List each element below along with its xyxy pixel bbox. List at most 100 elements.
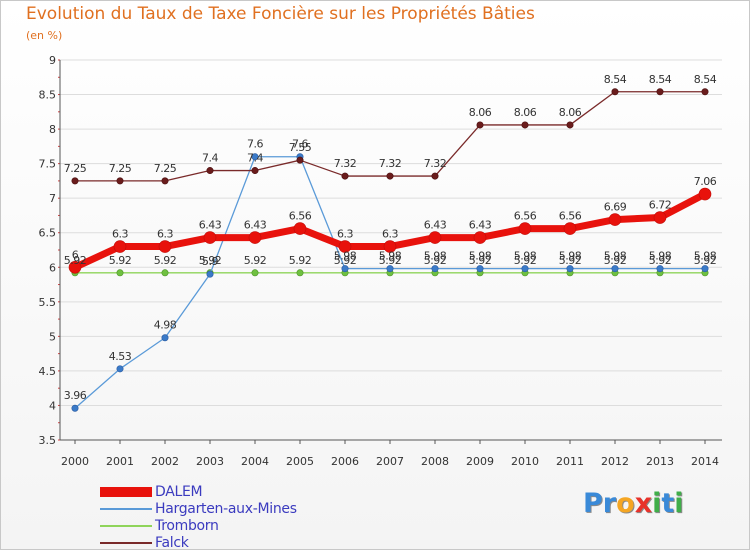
data-label-tromborn: 5.92	[154, 254, 177, 267]
data-point-dalem	[563, 222, 577, 235]
y-tick-label: 9	[49, 54, 56, 67]
data-point-falck	[116, 177, 124, 185]
data-label-falck: 8.06	[559, 106, 582, 119]
data-label-dalem: 6.43	[199, 219, 222, 232]
y-tick-label: 7	[49, 192, 56, 205]
data-label-dalem: 6.43	[469, 219, 492, 232]
data-label-falck: 7.32	[334, 157, 357, 170]
data-point-falck	[296, 156, 304, 164]
data-point-falck	[341, 172, 349, 180]
legend-swatch	[100, 525, 152, 527]
chart-title: Evolution du Taux de Taxe Foncière sur l…	[26, 4, 535, 24]
data-label-hargarten-aux-mines: 5.98	[604, 250, 627, 263]
logo-letter: r	[602, 488, 617, 519]
data-label-dalem: 6.43	[244, 219, 267, 232]
data-label-falck: 7.4	[247, 152, 263, 165]
y-tick-label: 7.5	[39, 158, 57, 171]
x-tick-label: 2003	[196, 455, 224, 468]
data-label-dalem: 6.56	[289, 210, 312, 223]
data-label-hargarten-aux-mines: 5.98	[469, 250, 492, 263]
logo-letter: i	[652, 488, 662, 519]
y-tick-label: 3.5	[39, 434, 57, 447]
data-point-falck	[251, 167, 259, 175]
data-label-falck: 8.06	[469, 106, 492, 119]
data-label-falck: 8.54	[649, 73, 672, 86]
data-point-falck	[386, 172, 394, 180]
data-point-falck	[431, 172, 439, 180]
data-label-tromborn: 5.92	[244, 254, 267, 267]
data-point-dalem	[653, 211, 667, 224]
x-tick-label: 2001	[106, 455, 134, 468]
data-point-dalem	[113, 240, 127, 253]
data-label-dalem: 6.69	[604, 201, 627, 214]
data-label-dalem: 6.56	[559, 210, 582, 223]
legend-swatch	[100, 487, 152, 497]
data-label-tromborn: 5.92	[469, 254, 492, 267]
proxiti-logo: Proxiti	[583, 488, 684, 519]
data-label-falck: 7.25	[109, 162, 132, 175]
logo-letter: t	[661, 488, 675, 519]
legend-label: Tromborn	[155, 518, 219, 534]
data-label-dalem: 7.06	[694, 175, 717, 188]
y-tick-label: 6.5	[39, 227, 57, 240]
data-point-falck	[521, 121, 529, 129]
data-label-dalem: 6.3	[382, 228, 398, 241]
data-point-hargarten-aux-mines	[161, 334, 169, 342]
legend-label: DALEM	[155, 484, 203, 500]
data-point-tromborn	[251, 269, 259, 277]
data-label-hargarten-aux-mines: 5.98	[379, 250, 402, 263]
data-label-falck: 8.06	[514, 106, 537, 119]
x-tick-label: 2004	[241, 455, 269, 468]
data-label-tromborn: 5.92	[109, 254, 132, 267]
data-point-falck	[566, 121, 574, 129]
data-point-falck	[161, 177, 169, 185]
data-point-dalem	[158, 240, 172, 253]
data-label-hargarten-aux-mines: 5.98	[514, 250, 537, 263]
x-tick-label: 2009	[466, 455, 494, 468]
data-point-dalem	[338, 240, 352, 253]
data-point-falck	[206, 167, 214, 175]
data-point-dalem	[518, 222, 532, 235]
logo-letter: i	[674, 488, 684, 519]
data-point-hargarten-aux-mines	[476, 265, 484, 273]
data-label-dalem: 6.3	[157, 228, 173, 241]
data-label-hargarten-aux-mines: 5.98	[424, 250, 447, 263]
data-label-falck: 7.32	[424, 157, 447, 170]
data-label-tromborn: 5.92	[649, 254, 672, 267]
logo-letter: P	[583, 488, 603, 519]
y-tick-label: 8.5	[39, 89, 57, 102]
data-point-dalem	[68, 260, 82, 274]
data-label-dalem: 6.72	[649, 199, 672, 212]
data-point-tromborn	[116, 269, 124, 277]
data-point-hargarten-aux-mines	[341, 265, 349, 273]
data-point-hargarten-aux-mines	[566, 265, 574, 273]
data-label-falck: 7.55	[289, 141, 312, 154]
data-label-tromborn: 5.92	[379, 254, 402, 267]
data-label-falck: 7.4	[202, 152, 218, 165]
data-label-hargarten-aux-mines: 5.98	[334, 250, 357, 263]
data-label-hargarten-aux-mines: 3.96	[64, 389, 87, 402]
data-point-hargarten-aux-mines	[701, 265, 709, 273]
data-label-dalem: 6	[72, 248, 79, 261]
x-tick-label: 2011	[556, 455, 584, 468]
data-label-hargarten-aux-mines: 5.98	[694, 250, 717, 263]
data-point-hargarten-aux-mines	[431, 265, 439, 273]
data-label-hargarten-aux-mines: 5.98	[649, 250, 672, 263]
data-label-tromborn: 5.92	[424, 254, 447, 267]
data-point-hargarten-aux-mines	[611, 265, 619, 273]
data-point-falck	[476, 121, 484, 129]
data-point-falck	[701, 88, 709, 96]
data-point-hargarten-aux-mines	[251, 153, 259, 161]
data-label-hargarten-aux-mines: 7.6	[247, 138, 263, 151]
data-point-hargarten-aux-mines	[521, 265, 529, 273]
data-point-dalem	[698, 187, 712, 201]
data-point-dalem	[248, 231, 262, 244]
data-label-tromborn: 5.92	[694, 254, 717, 267]
data-label-falck: 7.25	[64, 162, 87, 175]
data-point-dalem	[383, 240, 397, 253]
data-label-dalem: 6.3	[112, 228, 128, 241]
x-tick-label: 2002	[151, 455, 179, 468]
data-label-dalem: 6.3	[337, 228, 353, 241]
y-tick-label: 5	[49, 330, 56, 343]
